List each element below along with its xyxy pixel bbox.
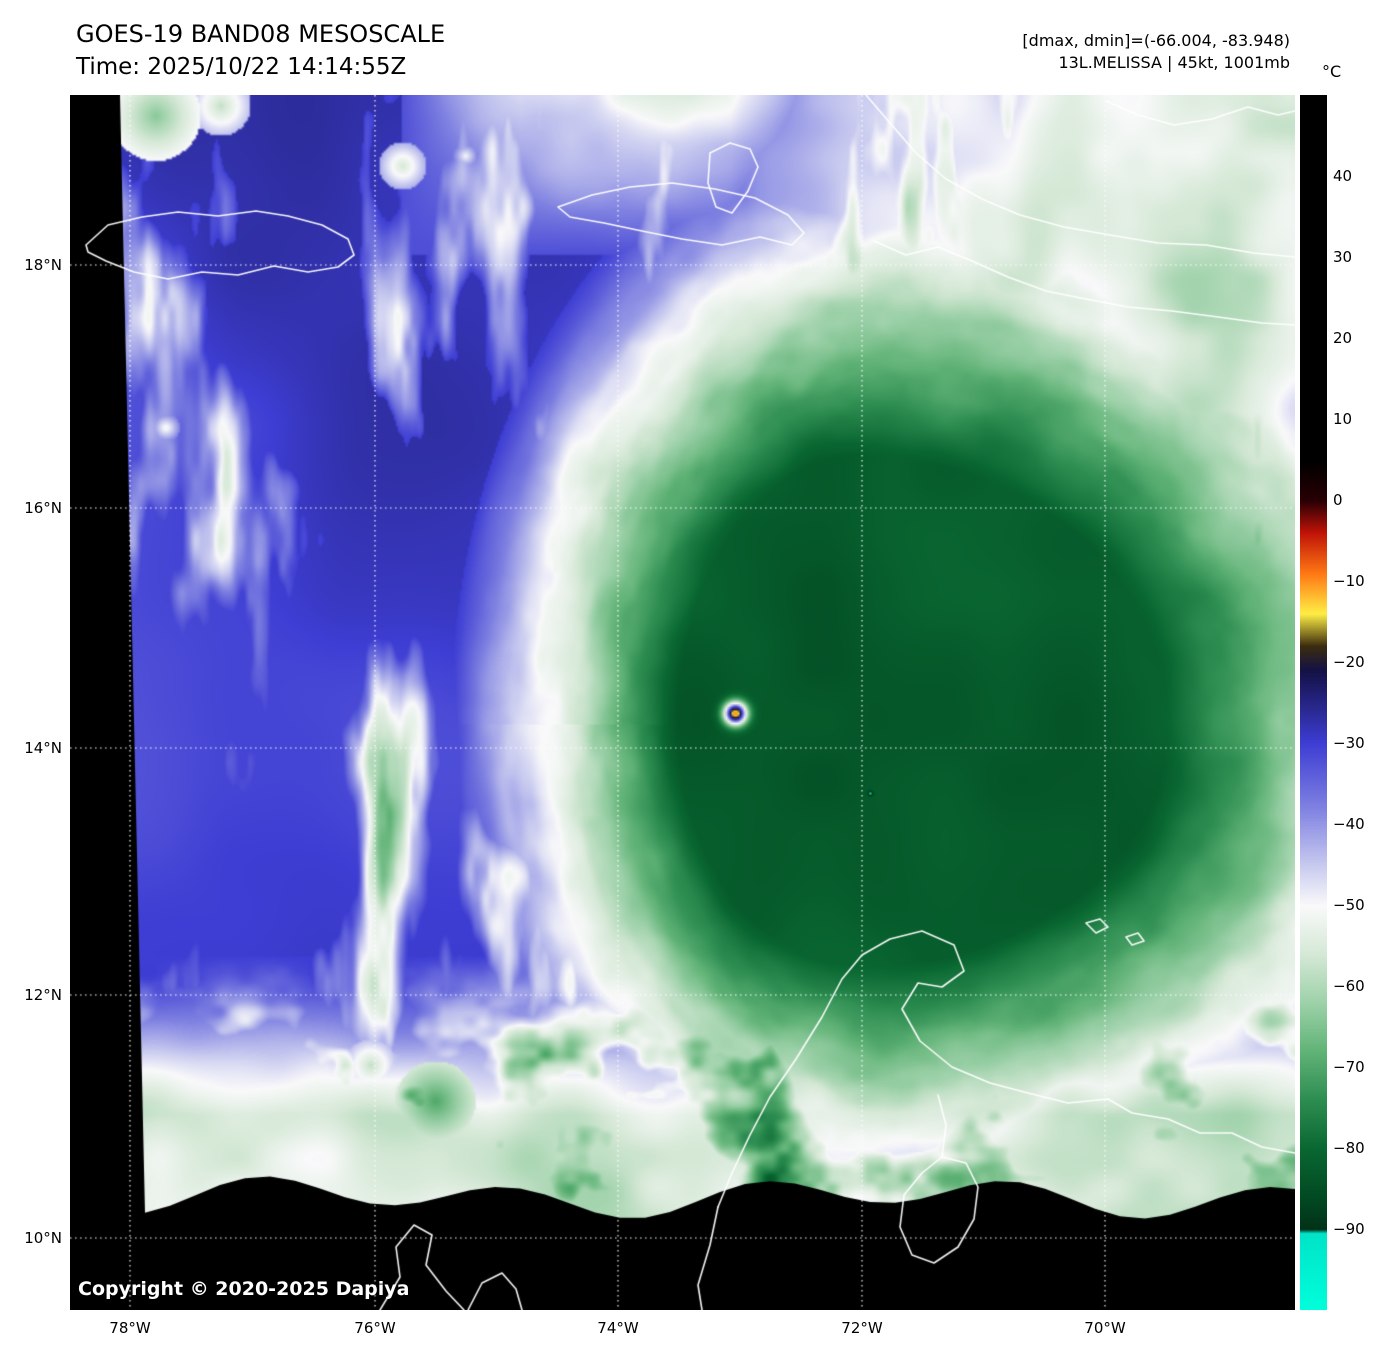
lon-tick-label: 78°W	[109, 1319, 151, 1337]
colorbar-tick-label: −50	[1333, 896, 1365, 914]
colorbar-tick-label: −80	[1333, 1139, 1365, 1157]
colorbar-tick-label: 40	[1333, 167, 1353, 185]
colorbar-tick-label: −70	[1333, 1058, 1365, 1076]
colorbar-tick-label: −40	[1333, 815, 1365, 833]
colorbar-tick-label: 10	[1333, 410, 1353, 428]
timestamp: Time: 2025/10/22 14:14:55Z	[76, 54, 407, 80]
satellite-canvas	[70, 95, 1295, 1310]
lat-tick-label: 10°N	[24, 1229, 62, 1247]
product-title: GOES-19 BAND08 MESOSCALE	[76, 20, 446, 48]
colorbar-tick-label: −10	[1333, 572, 1365, 590]
colorbar-tick-label: 0	[1333, 491, 1343, 509]
lat-tick-label: 12°N	[24, 986, 62, 1004]
copyright-notice: Copyright © 2020-2025 Dapiya	[78, 1278, 410, 1300]
lon-tick-label: 74°W	[597, 1319, 639, 1337]
lon-tick-label: 76°W	[354, 1319, 396, 1337]
colorbar-unit-label: °C	[1322, 62, 1342, 81]
header-right: [dmax, dmin]=(-66.004, -83.948) 13L.MELI…	[1022, 30, 1290, 74]
dmax-dmin-readout: [dmax, dmin]=(-66.004, -83.948)	[1022, 31, 1290, 50]
colorbar-tick-label: −30	[1333, 734, 1365, 752]
colorbar-tick-label: −90	[1333, 1220, 1365, 1238]
colorbar-tick-label: −60	[1333, 977, 1365, 995]
colorbar-tick-label: −20	[1333, 653, 1365, 671]
lat-tick-label: 14°N	[24, 739, 62, 757]
lon-tick-label: 70°W	[1084, 1319, 1126, 1337]
storm-info: 13L.MELISSA | 45kt, 1001mb	[1058, 53, 1290, 72]
colorbar-tick-label: 20	[1333, 329, 1353, 347]
lat-tick-label: 16°N	[24, 499, 62, 517]
colorbar-tick-label: 30	[1333, 248, 1353, 266]
lat-tick-label: 18°N	[24, 256, 62, 274]
lon-tick-label: 72°W	[841, 1319, 883, 1337]
colorbar-canvas	[1300, 95, 1327, 1310]
